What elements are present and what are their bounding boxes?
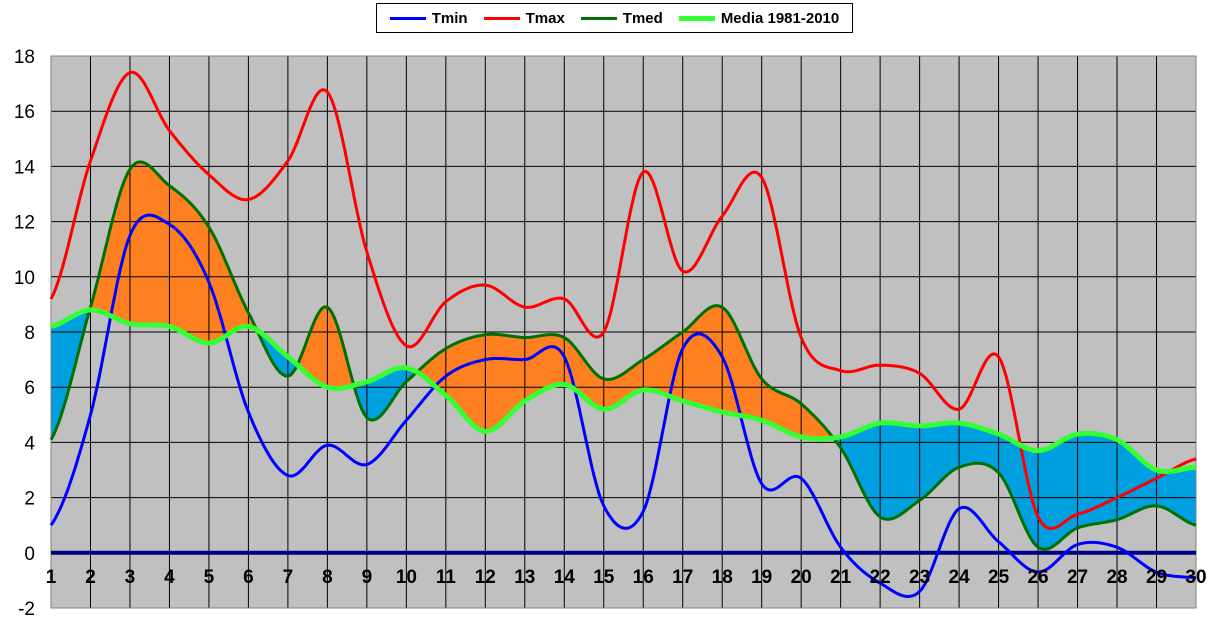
x-tick-label: 11 (436, 567, 457, 588)
y-tick-label: 0 (24, 544, 35, 565)
x-tick-label: 13 (514, 567, 535, 588)
x-tick-label: 19 (751, 567, 772, 588)
x-tick-label: 16 (633, 567, 654, 588)
x-tick-label: 23 (909, 567, 930, 588)
area-below-average (352, 367, 419, 421)
y-tick-label: 6 (24, 378, 35, 399)
x-tick-label: 18 (712, 567, 733, 588)
x-tick-label: 2 (85, 567, 96, 588)
x-tick-label: 28 (1106, 567, 1127, 588)
x-tick-label: 9 (362, 567, 373, 588)
x-tick-label: 30 (1185, 567, 1206, 588)
y-tick-label: 18 (14, 47, 35, 68)
y-tick-label: -2 (18, 599, 35, 620)
x-tick-label: 26 (1027, 567, 1048, 588)
x-tick-label: 12 (475, 567, 496, 588)
legend-item-tmin: Tmin (389, 9, 468, 27)
x-tick-label: 5 (204, 567, 215, 588)
x-tick-label: 21 (830, 567, 852, 588)
x-tick-label: 14 (554, 567, 576, 588)
x-tick-label: 20 (791, 567, 812, 588)
x-tick-label: 24 (949, 567, 971, 588)
series-media-line (50, 307, 1197, 475)
x-tick-label: 1 (46, 567, 57, 588)
x-tick-label: 22 (870, 567, 891, 588)
y-tick-label: 16 (14, 102, 35, 123)
legend-item-tmed: Tmed (580, 9, 663, 27)
series-tmax-line (49, 70, 1197, 530)
legend-item-tmax: Tmax (483, 9, 565, 27)
series-tmed-line (49, 160, 1197, 551)
y-tick-label: 12 (14, 213, 35, 234)
legend-swatch-tmax (483, 16, 520, 20)
legend-swatch-tmed (580, 16, 617, 20)
legend-swatch-tmin (389, 16, 426, 20)
x-tick-label: 10 (396, 567, 417, 588)
x-tick-label: 3 (125, 567, 136, 588)
y-tick-label: 10 (14, 268, 35, 289)
area-above-average (295, 306, 355, 389)
x-tick-label: 8 (322, 567, 333, 588)
legend-swatch-media (678, 15, 715, 21)
plot-border (50, 55, 1197, 609)
legend-label-media: Media 1981-2010 (720, 9, 840, 27)
x-tick-label: 17 (672, 567, 693, 588)
legend-label-tmed: Tmed (622, 9, 663, 27)
x-tick-label: 7 (283, 567, 294, 588)
legend-label-tmin: Tmin (431, 9, 468, 27)
x-tick-label: 27 (1067, 567, 1088, 588)
y-tick-label: 8 (24, 323, 35, 344)
y-tick-label: 14 (14, 157, 36, 178)
x-tick-label: 15 (593, 567, 615, 588)
y-tick-label: 4 (24, 433, 35, 454)
x-tick-label: 29 (1146, 567, 1167, 588)
area-below-average (833, 422, 1196, 550)
x-tick-label: 25 (988, 567, 1010, 588)
x-tick-label: 4 (164, 567, 175, 588)
legend-label-tmax: Tmax (525, 9, 565, 27)
chart-legend: Tmin Tmax Tmed Media 1981-2010 (376, 3, 853, 33)
series-tmin-line (49, 213, 1197, 598)
y-tick-label: 2 (24, 489, 35, 510)
legend-item-media: Media 1981-2010 (678, 9, 840, 27)
x-tick-label: 6 (243, 567, 254, 588)
